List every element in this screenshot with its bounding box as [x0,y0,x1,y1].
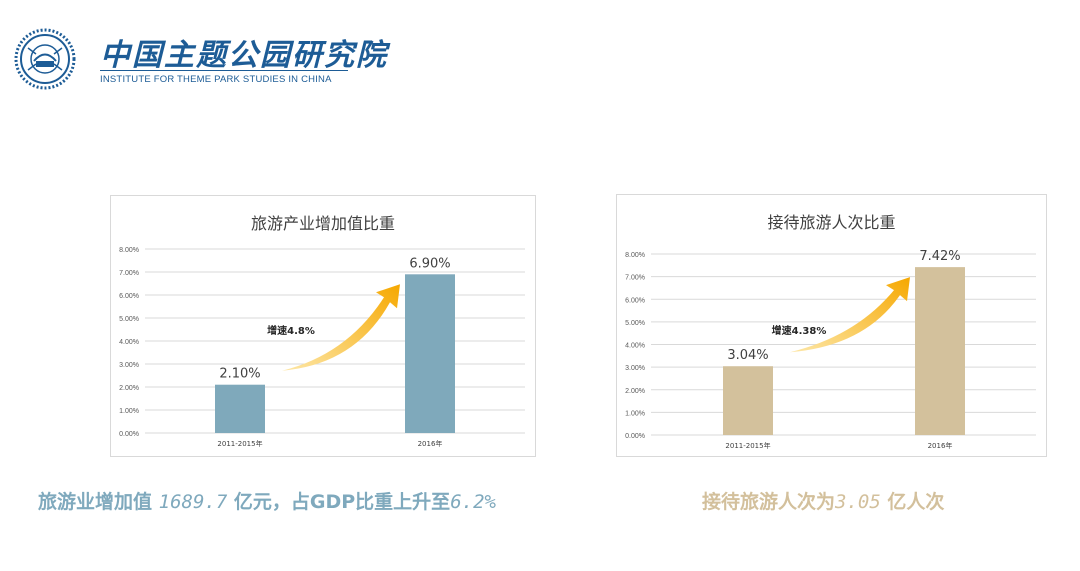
growth-arrow-icon [282,284,400,371]
y-tick-label: 3.00% [119,362,139,369]
data-label: 6.90% [409,256,450,271]
caption-text: 亿元，占GDP比重上升至 [227,491,451,513]
caption-number: 3.05 [835,491,881,513]
y-tick-label: 0.00% [625,433,645,440]
institute-english-name: INSTITUTE FOR THEME PARK STUDIES IN CHIN… [100,74,332,85]
y-tick-label: 5.00% [625,320,645,327]
caption-number: 1689.7 [158,491,228,513]
caption-number: 6.2% [450,491,496,513]
caption-visitor-count: 接待旅游人次为3.05 亿人次 [702,487,944,514]
data-label: 7.42% [919,249,960,264]
y-tick-label: 8.00% [625,252,645,259]
y-tick-label: 8.00% [119,247,139,254]
bar [405,274,455,433]
x-tick-label: 2016年 [928,441,953,450]
chart-panel-visitor-share: 接待旅游人次比重 0.00% 1.00% 2.00% 3.00% 4.00% 5.00% 6… [616,194,1047,457]
growth-arrow-shape [790,277,910,353]
y-tick-label: 7.00% [119,270,139,277]
y-tick-label: 5.00% [119,316,139,323]
bar [915,267,965,435]
institute-logo: 中国主题公园研究院 INSTITUTE FOR THEME PARK STUDI… [14,24,386,90]
y-tick-label: 7.00% [625,275,645,282]
x-tick-label: 2011-2015年 [217,439,262,448]
y-tick-label: 6.00% [625,297,645,304]
y-tick-label: 4.00% [119,339,139,346]
institute-seal-icon [14,28,76,90]
bar [723,366,773,435]
data-label: 2.10% [219,367,260,382]
y-tick-label: 1.00% [625,410,645,417]
caption-text: 接待旅游人次为 [702,491,836,513]
caption-text: 旅游业增加值 [38,491,159,513]
bar-chart-visitor-share: 0.00% 1.00% 2.00% 3.00% 4.00% 5.00% 6.00% 7.00%… [625,249,1036,450]
y-tick-label: 3.00% [625,365,645,372]
institute-chinese-name: 中国主题公园研究院 [100,38,388,73]
y-tick-label: 1.00% [119,408,139,415]
chart-title: 旅游产业增加值比重 [250,214,395,233]
annotation-label: 增速4.8% [267,324,315,337]
data-label: 3.04% [727,348,768,363]
y-tick-label: 4.00% [625,343,645,350]
y-tick-label: 2.00% [625,388,645,395]
chart-title: 接待旅游人次比重 [767,213,896,232]
y-tick-label: 6.00% [119,293,139,300]
caption-tourism-value: 旅游业增加值 1689.7 亿元，占GDP比重上升至6.2% [38,487,496,514]
caption-text: 亿人次 [880,491,945,513]
y-tick-label: 0.00% [119,431,139,438]
growth-arrow-icon [790,277,910,353]
x-tick-label: 2016年 [418,439,443,448]
x-tick-label: 2011-2015年 [725,441,770,450]
logo-divider [100,70,348,71]
bar [215,384,265,433]
bar-chart-tourism-value: 0.00% 1.00% 2.00% 3.00% 4.00% 5.00% 6.00% 7.00%… [119,247,525,448]
annotation-label: 增速4.38% [772,324,827,337]
growth-arrow-shape [282,284,400,371]
y-tick-label: 2.00% [119,385,139,392]
chart-panel-tourism-value: 旅游产业增加值比重 0.00% 1.00% 2.00% 3.00% 4.00% 5.00%… [110,195,536,457]
